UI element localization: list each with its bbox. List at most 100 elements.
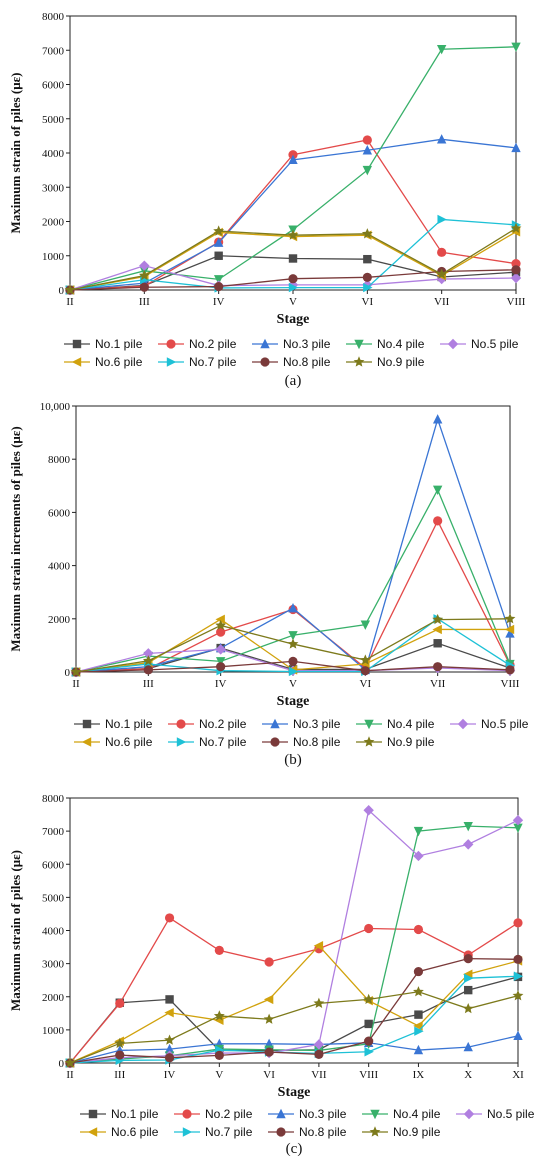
chart-b-point-s1-6 (433, 639, 442, 648)
chart-c-ytick-label: 8000 (42, 793, 65, 805)
chart-b-point-s6-3 (215, 614, 225, 625)
chart-c-point-s9-6 (313, 997, 325, 1008)
chart-panel-b: 0 2000 4000 6000 8000 10,000 II III IV V VI VII VIII… (0, 392, 550, 784)
chart-c-plot-frame (69, 797, 519, 1064)
chart-b-point-s5-2 (143, 648, 154, 659)
chart-b-legend-marker-8 (270, 737, 280, 747)
chart-b-point-s8-4 (288, 656, 298, 666)
chart-a-legend-marker-9 (353, 356, 365, 367)
chart-b-point-s9-7 (504, 613, 516, 624)
chart-b-point-s8-2 (143, 665, 153, 675)
chart-a-point-s9-6 (436, 268, 448, 279)
chart-c-legend-label-3: No.3 pile (299, 1107, 347, 1121)
chart-a-legend-label-5: No.5 pile (471, 337, 519, 351)
chart-c-legend-marker-6 (87, 1127, 98, 1137)
chart-b-xtick-label: VIII (501, 678, 520, 690)
chart-b-panel-label: (b) (284, 752, 302, 768)
chart-b-legend-marker-5 (457, 718, 469, 730)
chart-a-ytick-label: 5000 (42, 114, 65, 126)
chart-c-legend-marker-3 (276, 1108, 286, 1119)
chart-a-point-s7-6 (437, 214, 447, 225)
chart-c-point-s1-3 (165, 995, 174, 1004)
chart-b-legend-label-2: No.2 pile (199, 717, 247, 731)
chart-c-point-s4-8 (413, 826, 424, 837)
chart-b-point-s8-3 (216, 662, 226, 672)
chart-a-legend-marker-8 (260, 357, 270, 367)
chart-c-ytick-label: 4000 (42, 926, 65, 938)
chart-c-ytick-label: 3000 (42, 959, 65, 971)
chart-b-point-s2-6 (433, 516, 443, 526)
chart-c-panel-label: (c) (286, 1141, 303, 1157)
chart-b-xtick-label: V (289, 678, 297, 690)
chart-b-point-s5-3 (215, 644, 226, 655)
chart-a-point-s3-5 (362, 145, 373, 155)
chart-c-legend-marker-4 (370, 1109, 380, 1120)
chart-a-point-s7-4 (288, 282, 299, 293)
chart-a-point-s2-6 (437, 247, 447, 257)
chart-a-point-s8-3 (214, 281, 224, 292)
chart-b-legend-label-1: No.1 pile (105, 717, 153, 731)
chart-c-point-s8-9 (463, 954, 473, 964)
chart-c-series-line-3 (69, 1035, 519, 1064)
chart-b-point-s3-6 (432, 414, 443, 424)
chart-c-point-s9-2 (114, 1037, 126, 1049)
chart-b-legend-label-8: No.8 pile (293, 735, 341, 749)
chart-c-legend-label-4: No.4 pile (393, 1107, 441, 1121)
chart-a-xtick-label: II (66, 296, 74, 308)
chart-c-point-s7-7 (364, 1047, 374, 1057)
chart-b-point-s4-6 (432, 485, 443, 495)
chart-a-ytick-label: 7000 (42, 45, 65, 57)
chart-c-xtick-label: III (114, 1069, 125, 1081)
chart-b-point-s4-4 (288, 631, 298, 641)
chart-b-legend-marker-4 (364, 719, 374, 730)
chart-a-xtick-label: IV (213, 296, 225, 308)
chart-a-legend-label-1: No.1 pile (95, 337, 143, 351)
chart-a-legend-marker-6 (71, 357, 82, 367)
chart-c-xtick-label: VII (311, 1069, 327, 1081)
chart-c-x-axis-title: Stage (278, 1085, 311, 1100)
chart-a-legend-label-3: No.3 pile (283, 337, 331, 351)
chart-c-legend-label-6: No.6 pile (111, 1125, 159, 1139)
chart-a-legend-label-6: No.6 pile (95, 355, 143, 369)
chart-b-ytick-label: 4000 (48, 561, 71, 573)
chart-c-point-s3-10 (513, 1030, 523, 1041)
chart-c-point-s9-10 (512, 990, 524, 1001)
chart-c-point-s6-6 (313, 941, 324, 951)
chart-b-xtick-label: VI (360, 678, 372, 690)
chart-a-legend-marker-4 (354, 339, 364, 350)
chart-a-legend-label-4: No.4 pile (377, 337, 425, 351)
chart-c-point-s8-4 (214, 1050, 224, 1060)
chart-c-xtick-label: XI (512, 1069, 524, 1081)
chart-c-point-s1-8 (414, 1010, 423, 1019)
chart-b-point-s9-2 (142, 655, 154, 666)
chart-b-legend-label-9: No.9 pile (387, 735, 435, 749)
chart-c-point-s9-3 (164, 1034, 175, 1045)
chart-c-point-s9-4 (213, 1010, 225, 1021)
chart-a-point-s4-3 (213, 275, 224, 285)
chart-a-legend-marker-7 (166, 357, 177, 367)
chart-c-point-s2-4 (214, 945, 224, 955)
chart-b-point-s8-7 (505, 665, 515, 675)
chart-a-point-s9-2 (138, 269, 150, 281)
chart-a-point-s9-5 (361, 228, 373, 239)
chart-c-point-s7-9 (464, 973, 474, 983)
chart-c-point-s8-10 (513, 954, 523, 964)
chart-b-point-s4-5 (360, 620, 371, 630)
chart-c-legend-label-2: No.2 pile (205, 1107, 253, 1121)
chart-b-legend-label-5: No.5 pile (481, 717, 529, 731)
chart-c-ytick-label: 0 (59, 1058, 65, 1070)
chart-c-point-s8-6 (314, 1049, 324, 1059)
chart-panel-c: 0 1000 2000 3000 4000 5000 6000 7000 8000 II III IV… (0, 784, 550, 1174)
chart-c-point-s4-10 (513, 823, 523, 834)
chart-c-point-s3-8 (413, 1044, 424, 1055)
chart-c-legend-marker-8 (276, 1127, 286, 1137)
chart-c-point-s2-2 (115, 998, 125, 1008)
chart-a-ytick-label: 4000 (42, 148, 65, 160)
chart-b-point-s7-4 (288, 666, 299, 677)
chart-b-point-s9-6 (432, 613, 444, 625)
chart-b-legend-label-7: No.7 pile (199, 735, 247, 749)
chart-c-point-s2-5 (264, 957, 274, 967)
chart-c-point-s5-8 (413, 850, 424, 862)
chart-c-point-s9-1 (64, 1057, 76, 1068)
chart-a-point-s3-3 (213, 237, 224, 247)
